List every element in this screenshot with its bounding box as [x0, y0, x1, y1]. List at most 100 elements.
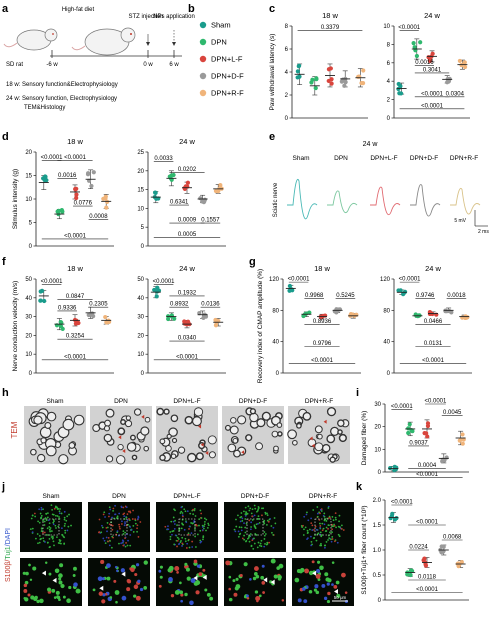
- p-value-label: 0.0005: [178, 232, 197, 238]
- if-signal: [321, 522, 324, 525]
- if-signal: [52, 518, 55, 521]
- if-signal: [70, 524, 72, 527]
- legend-label: DPN+R-F: [211, 89, 244, 98]
- arrowhead-icon: [205, 451, 209, 456]
- if-signal: [194, 535, 197, 538]
- axon: [229, 425, 239, 435]
- chart-f-4: 0 10 20 30 40 50 18 w Nerve conduction velocity…: [12, 264, 114, 377]
- if-signal: [31, 514, 34, 517]
- if-signal: [103, 511, 106, 514]
- if-signal: [332, 519, 335, 522]
- if-signal: [235, 518, 237, 521]
- if-signal: [62, 595, 66, 599]
- if-signal: [334, 512, 337, 515]
- if-signal: [104, 516, 106, 518]
- if-signal: [101, 526, 104, 529]
- if-signal: [100, 531, 103, 534]
- if-signal: [176, 524, 178, 527]
- if-signal: [186, 510, 189, 513]
- y-axis-label: Recovery index of CMAP amplitude (%): [257, 269, 264, 383]
- if-signal: [126, 513, 129, 516]
- y-tick-label: 40: [272, 340, 279, 346]
- if-signal: [54, 568, 60, 574]
- if-signal: [129, 534, 132, 536]
- if-signal: [330, 540, 333, 543]
- data-point: [91, 314, 96, 319]
- if-signal: [196, 533, 199, 536]
- if-signal: [338, 514, 341, 517]
- if-signal: [265, 543, 268, 546]
- legend-marker: [199, 72, 207, 80]
- p-value-label: <0.0001: [41, 155, 64, 161]
- if-signal: [43, 520, 46, 523]
- if-signal: [181, 512, 184, 514]
- panel-e-traces: 24 w Sham DPN DPN+L-F DPN+D-F DPN+R-F Sciati…: [273, 141, 489, 235]
- chart-i-8: 0 10 20 30 Damaged fiber (%) <0.0001 0.9037 <0.…: [361, 399, 469, 478]
- p-value-label: 0.3254: [66, 334, 85, 340]
- if-signal: [107, 540, 109, 543]
- if-signal: [235, 577, 239, 581]
- if-signal: [196, 564, 201, 568]
- p-value-label: <0.0001: [424, 399, 447, 405]
- p-value-label: <0.0001: [416, 520, 439, 526]
- if-signal: [301, 526, 304, 529]
- arrow-icon: [146, 42, 150, 46]
- if-signal: [310, 544, 313, 547]
- if-signal: [253, 504, 256, 507]
- if-signal: [172, 516, 175, 519]
- if-signal: [164, 525, 167, 528]
- if-signal: [28, 563, 31, 567]
- if-signal: [167, 525, 169, 528]
- data-point: [329, 81, 334, 86]
- data-point: [40, 288, 45, 293]
- if-signal: [39, 512, 42, 515]
- axon: [170, 414, 179, 423]
- if-signal: [188, 525, 191, 528]
- if-signal: [253, 572, 258, 576]
- arrowhead-icon: [323, 419, 327, 424]
- if-signal: [136, 530, 138, 533]
- data-point: [171, 172, 176, 178]
- panel-letter-k: k: [356, 481, 363, 493]
- if-signal: [127, 510, 130, 513]
- data-point: [185, 319, 191, 324]
- y-tick-label: 5: [141, 225, 145, 231]
- y-tick-label: 25: [137, 150, 144, 156]
- if-signal: [326, 582, 330, 586]
- if-signal: [250, 512, 253, 515]
- y-tick-label: 120: [269, 277, 280, 283]
- if-signal: [192, 508, 194, 511]
- if-signal: [233, 528, 236, 531]
- p-value-label: 0.3041: [423, 67, 442, 73]
- if-signal: [195, 523, 198, 526]
- if-signal: [301, 587, 306, 591]
- if-signal: [314, 534, 316, 536]
- axon: [317, 433, 323, 440]
- panel-letter-j: j: [1, 481, 5, 493]
- if-signal: [51, 513, 54, 516]
- if-signal: [106, 526, 109, 529]
- if-signal: [199, 509, 202, 512]
- if-signal: [180, 599, 184, 603]
- if-signal: [267, 520, 270, 523]
- label-sciatic-nerve: Sciatic nerve: [273, 182, 279, 217]
- if-signal: [253, 524, 256, 527]
- if-signal: [256, 546, 259, 549]
- if-signal: [63, 518, 66, 521]
- if-signal: [254, 526, 257, 529]
- if-signal: [307, 531, 309, 534]
- axon: [261, 411, 271, 421]
- y-tick-label: 20: [25, 150, 32, 156]
- cmap-trace: [410, 184, 441, 217]
- label-24w-tem: TEM&Histology: [24, 105, 65, 111]
- if-signal: [33, 512, 36, 515]
- p-value-label: 0.8936: [313, 319, 332, 325]
- if-signal: [241, 520, 244, 522]
- if-signal: [176, 536, 179, 539]
- y-tick-label: 80: [272, 308, 279, 314]
- p-value-label: 0.0045: [443, 410, 462, 416]
- if-signal: [190, 522, 193, 524]
- if-signal: [199, 539, 202, 542]
- if-signal: [105, 536, 108, 539]
- if-signal: [108, 523, 111, 526]
